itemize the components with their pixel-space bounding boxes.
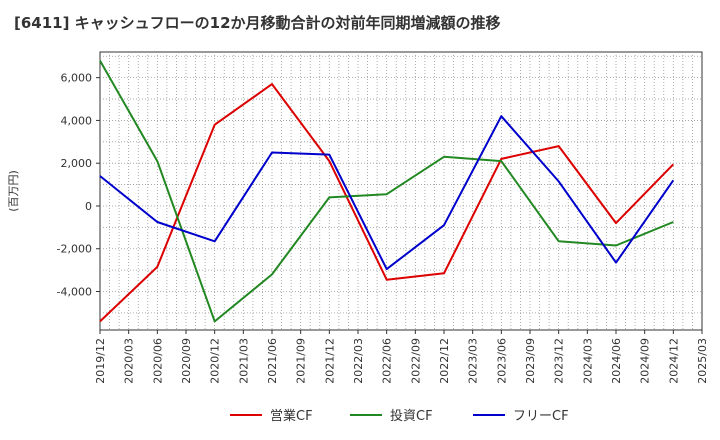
x-tick-label: 2024/03 [581, 338, 594, 384]
plot-frame [99, 51, 703, 331]
series-line [99, 83, 675, 323]
x-tick-label: 2019/12 [94, 338, 107, 384]
x-tick-label: 2020/09 [180, 338, 193, 384]
x-tick-label: 2021/12 [323, 338, 336, 384]
x-tick-label: 2023/06 [495, 338, 508, 384]
x-tick-label: 2022/09 [409, 338, 422, 384]
y-axis-label: (百万円) [7, 170, 20, 212]
y-tick-label: 6,000 [61, 72, 93, 85]
y-tick-label: 2,000 [61, 157, 93, 170]
y-tick-label: 0 [85, 200, 92, 213]
x-tick-label: 2020/12 [209, 338, 222, 384]
x-tick-label: 2024/06 [610, 338, 623, 384]
y-tick-label: 4,000 [61, 114, 93, 127]
x-tick-label: 2021/03 [237, 338, 250, 384]
x-tick-label: 2020/03 [123, 338, 136, 384]
x-tick-label: 2021/09 [295, 338, 308, 384]
y-axis: -4,000 -2,000 0 2,000 4,000 6,000 (百万円) [7, 72, 100, 299]
x-tick-label: 2022/06 [381, 338, 394, 384]
x-axis: 2019/12 2020/03 2020/06 2020/09 2020/12 2021/… [94, 330, 709, 384]
y-tick-label: -2,000 [57, 243, 92, 256]
x-tick-label: 2025/03 [696, 338, 709, 384]
x-tick-label: 2022/12 [438, 338, 451, 384]
grid [99, 51, 703, 331]
legend-label: 営業CF [270, 408, 313, 424]
legend-label: 投資CF [390, 408, 433, 424]
x-tick-label: 2023/12 [553, 338, 566, 384]
series-line [99, 115, 675, 271]
x-tick-label: 2024/09 [639, 338, 652, 384]
legend-label: フリーCF [513, 409, 569, 424]
series-lines [99, 60, 675, 323]
x-tick-label: 2024/12 [667, 338, 680, 384]
chart-title: [6411] キャッシュフローの12か月移動合計の対前年同期増減額の推移 [14, 14, 501, 32]
series-line [99, 60, 674, 323]
x-tick-label: 2023/09 [524, 338, 537, 384]
x-tick-label: 2021/06 [266, 338, 279, 384]
legend: 営業CF 投資CF フリーCF [230, 408, 569, 424]
y-tick-label: -4,000 [57, 286, 92, 299]
x-tick-label: 2020/06 [151, 338, 164, 384]
x-tick-label: 2023/03 [467, 338, 480, 384]
x-tick-label: 2022/03 [352, 338, 365, 384]
